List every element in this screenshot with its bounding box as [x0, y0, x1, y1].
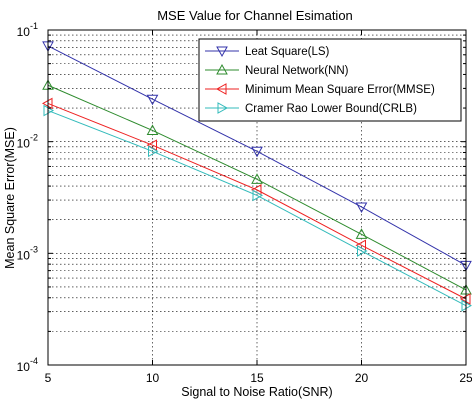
y-tick-label: 10-3	[17, 244, 38, 262]
legend-label: Cramer Rao Lower Bound(CRLB)	[245, 103, 417, 115]
legend-marker	[216, 63, 228, 75]
legend-marker	[217, 102, 229, 114]
legend-label: Leat Square(LS)	[245, 46, 330, 58]
series-line-1	[47, 45, 467, 266]
legend-label: Neural Network(NN)	[245, 65, 349, 77]
data-point	[146, 124, 159, 135]
data-point	[146, 94, 159, 106]
legend: Leat Square(LS) Neural Network(NN) Minimum…	[198, 38, 462, 122]
series-line-3	[47, 102, 467, 300]
x-tick-label: 20	[355, 371, 369, 385]
x-tick-label: 25	[459, 371, 472, 385]
legend-marker	[216, 46, 228, 58]
ticks: 5 10 15 20 25 10-1 10-2 10-3 10-4	[17, 21, 472, 385]
y-tick-label: 10-2	[17, 133, 38, 151]
data-point	[355, 202, 368, 214]
series-line-4	[47, 110, 467, 307]
chart-title: MSE Value for Channel Esimation	[157, 8, 353, 23]
legend-label: Minimum Mean Square Error(MMSE)	[245, 84, 435, 96]
x-axis-label: Signal to Noise Ratio(SNR)	[181, 385, 332, 399]
y-axis-label: Mean Square Error(MSE)	[3, 127, 17, 269]
data-point	[251, 173, 263, 184]
y-tick-label: 10-4	[17, 356, 38, 374]
data-point	[252, 189, 264, 202]
x-tick-label: 10	[146, 371, 160, 385]
y-tick-label: 10-1	[17, 21, 38, 39]
data-point	[251, 146, 263, 158]
legend-marker	[215, 83, 227, 95]
series-line-2	[47, 84, 467, 291]
data-point	[357, 245, 368, 257]
data-point	[355, 228, 368, 239]
x-tick-label: 5	[45, 371, 52, 385]
x-tick-label: 15	[250, 371, 264, 385]
legend-box	[198, 38, 462, 122]
data-point	[148, 145, 159, 158]
